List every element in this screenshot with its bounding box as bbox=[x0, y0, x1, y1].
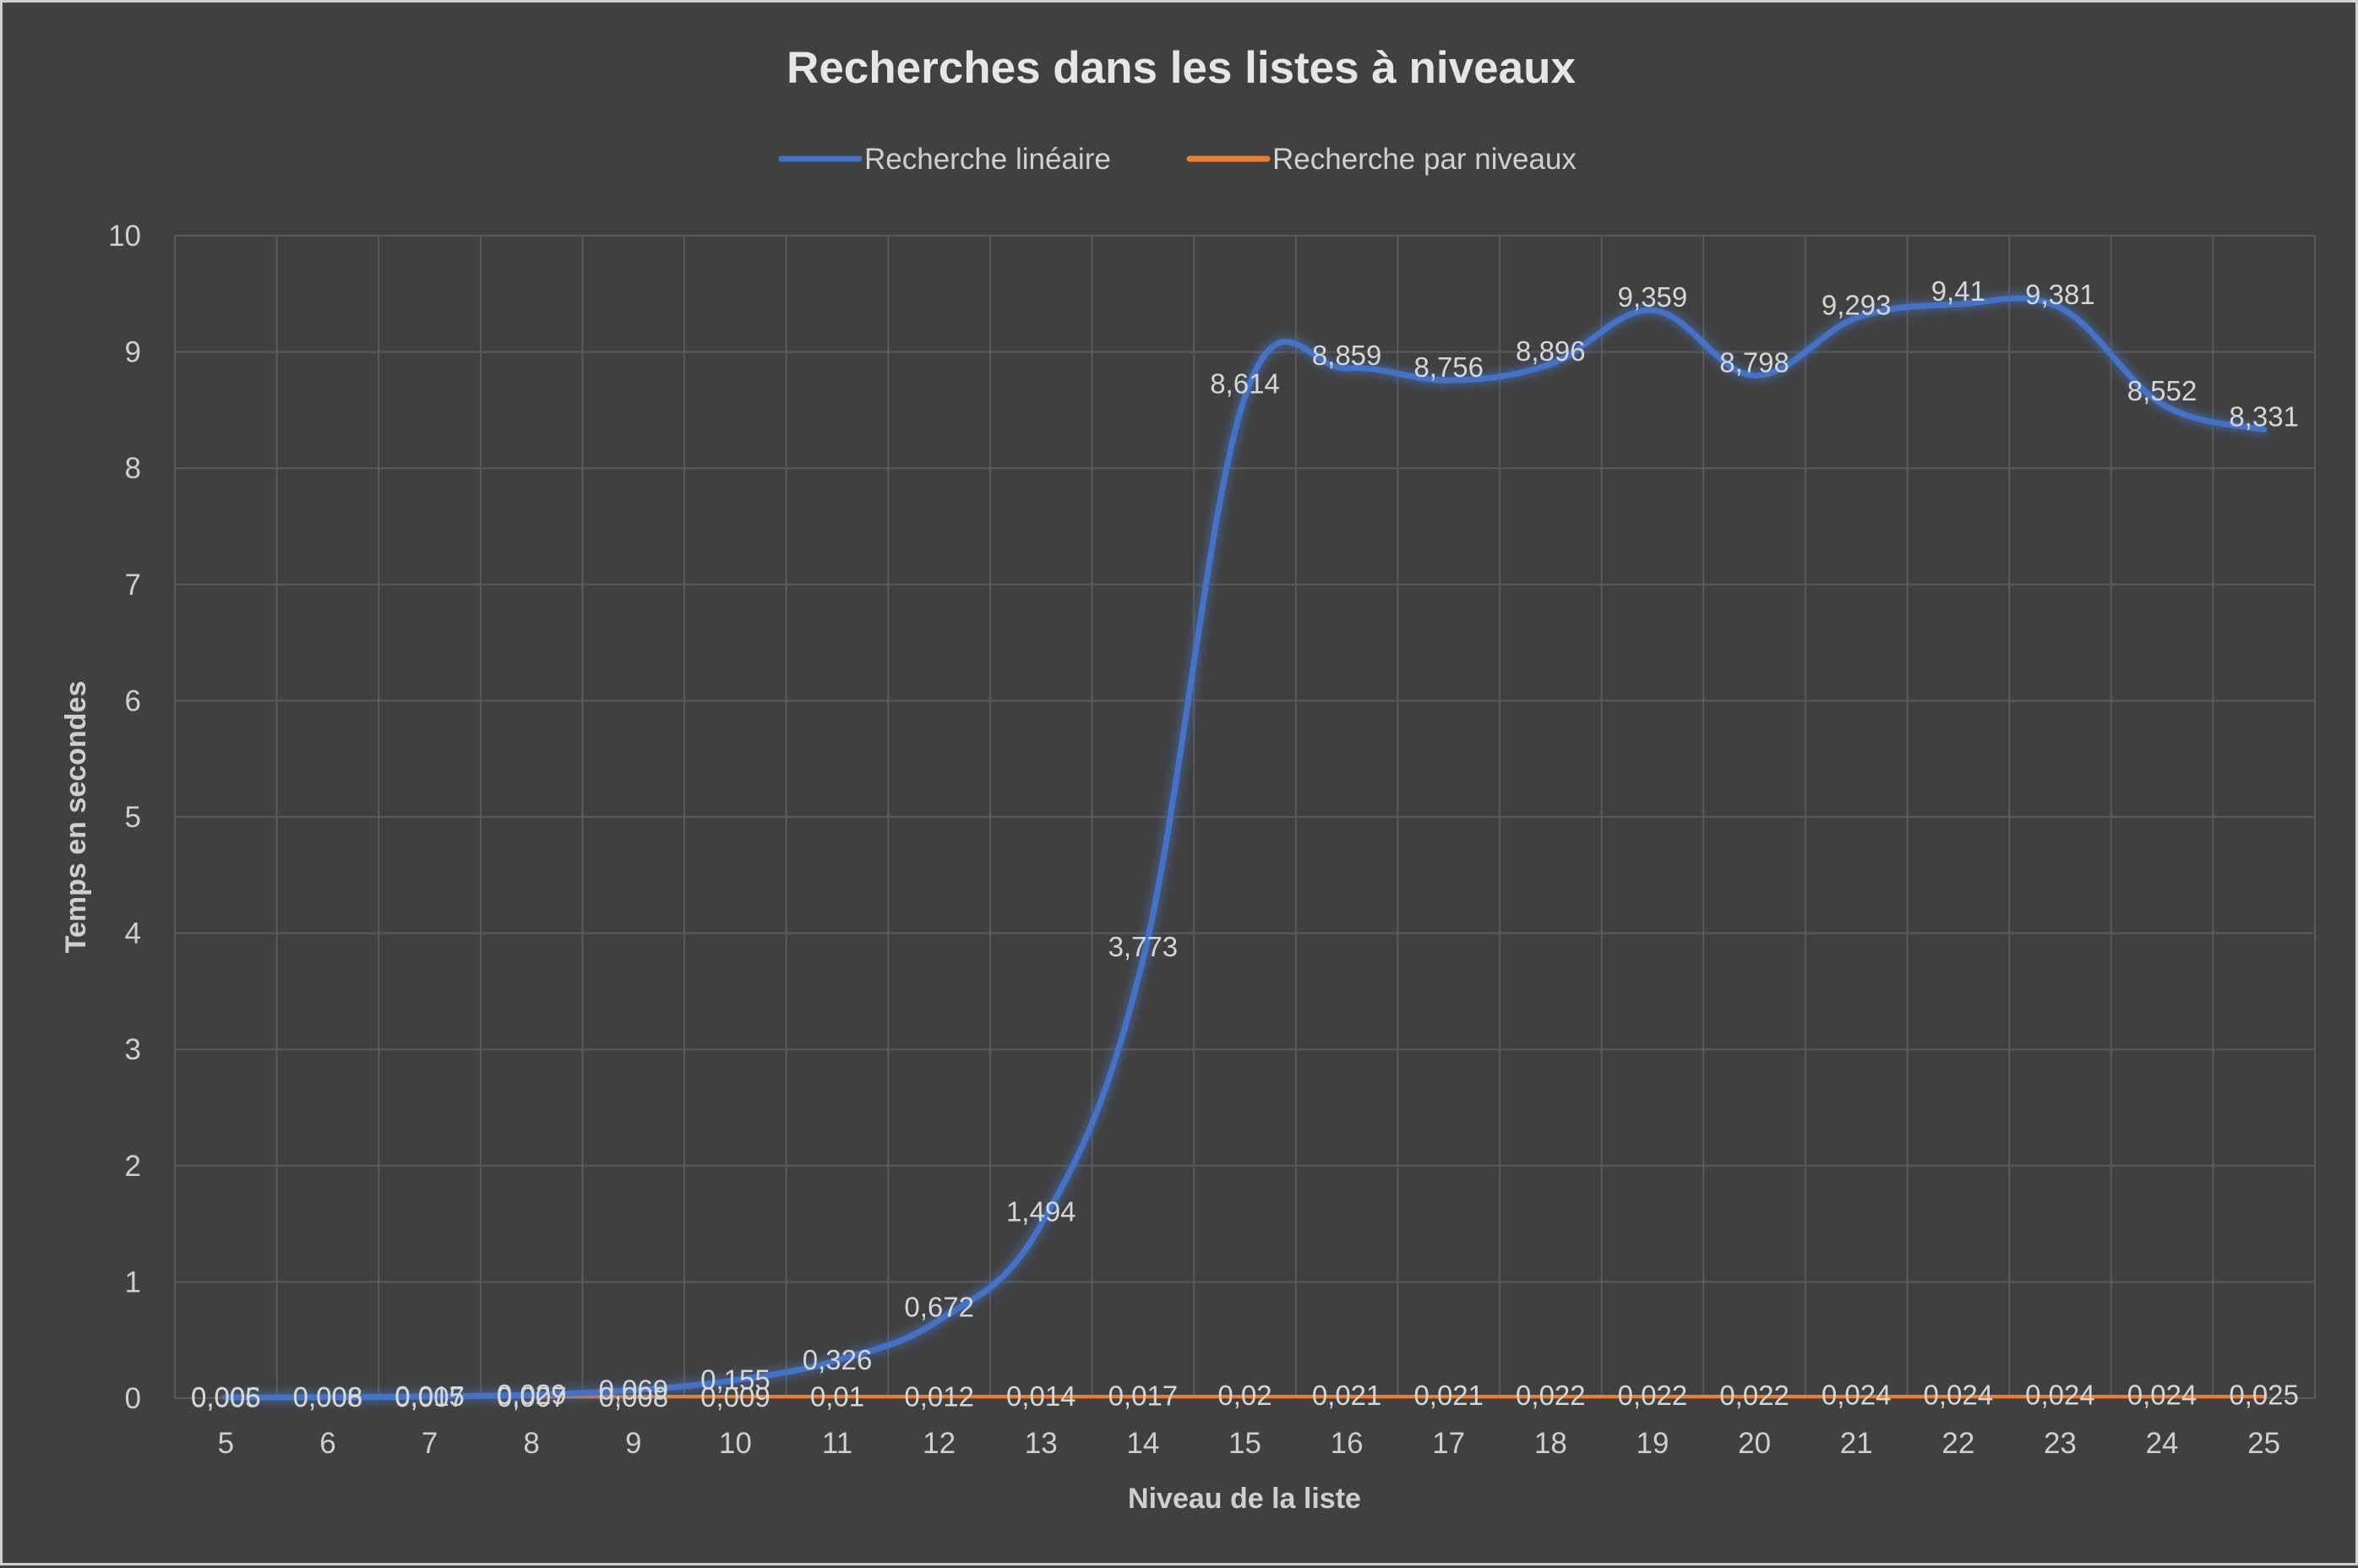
x-axis-title: Niveau de la liste bbox=[1128, 1483, 1361, 1515]
series-line-2 bbox=[222, 1392, 2268, 1401]
data-label-series-2: 0,025 bbox=[2229, 1380, 2299, 1411]
y-tick-label: 1 bbox=[125, 1266, 141, 1298]
data-label-series-2: 0,022 bbox=[1516, 1380, 1586, 1411]
legend-label-series-1: Recherche linéaire bbox=[864, 143, 1111, 176]
x-tick-label: 9 bbox=[625, 1427, 641, 1460]
x-tick-label: 12 bbox=[923, 1427, 956, 1460]
x-tick-label: 18 bbox=[1534, 1427, 1567, 1460]
data-label-series-1: 8,896 bbox=[1516, 335, 1586, 367]
legend-label-series-2: Recherche par niveaux bbox=[1272, 143, 1577, 176]
data-label-series-1: 1,494 bbox=[1006, 1195, 1076, 1227]
data-label-series-1: 0,672 bbox=[904, 1292, 974, 1323]
data-label-series-1: 0,008 bbox=[293, 1381, 363, 1413]
data-label-series-2: 0,007 bbox=[497, 1381, 567, 1413]
data-label-series-2: 0,024 bbox=[2025, 1380, 2095, 1411]
data-label-series-1: 8,859 bbox=[1312, 340, 1382, 371]
x-tick-label: 8 bbox=[523, 1427, 539, 1460]
x-tick-label: 25 bbox=[2247, 1427, 2280, 1460]
x-tick-label: 6 bbox=[319, 1427, 335, 1460]
data-label-series-1: 0,155 bbox=[700, 1364, 771, 1396]
data-label-series-2: 0,008 bbox=[598, 1381, 668, 1413]
y-tick-label: 8 bbox=[125, 452, 141, 485]
x-tick-label: 24 bbox=[2146, 1427, 2179, 1460]
y-tick-label: 0 bbox=[125, 1382, 141, 1415]
series-lines bbox=[222, 295, 2268, 1401]
data-label-series-1: 0,029 bbox=[497, 1379, 567, 1410]
x-tick-label: 14 bbox=[1126, 1427, 1159, 1460]
gridlines bbox=[174, 235, 2316, 1399]
x-tick-label: 22 bbox=[1941, 1427, 1974, 1460]
data-label-series-1: 9,381 bbox=[2025, 279, 2095, 310]
y-axis: 0 1 2 3 4 5 6 7 8 9 10 bbox=[108, 220, 141, 1415]
data-label-series-1: 8,756 bbox=[1413, 351, 1484, 383]
x-tick-label: 16 bbox=[1331, 1427, 1364, 1460]
data-label-series-1: 9,293 bbox=[1822, 289, 1892, 320]
data-label-series-1: 8,614 bbox=[1210, 368, 1280, 400]
data-label-series-2: 0,007 bbox=[395, 1381, 465, 1413]
data-label-series-2: 0,006 bbox=[293, 1381, 363, 1413]
data-label-series-1: 0,069 bbox=[598, 1375, 668, 1406]
data-label-series-1: 9,41 bbox=[1931, 275, 1985, 307]
data-label-series-2: 0,01 bbox=[810, 1381, 864, 1413]
x-tick-label: 19 bbox=[1636, 1427, 1669, 1460]
data-label-series-2: 0,022 bbox=[1618, 1380, 1688, 1411]
data-label-series-2: 0,024 bbox=[1822, 1380, 1892, 1411]
y-tick-label: 2 bbox=[125, 1150, 141, 1183]
data-label-series-2: 0,012 bbox=[904, 1380, 974, 1412]
data-label-series-1: 0,326 bbox=[803, 1344, 873, 1375]
series-line-1 bbox=[222, 295, 2268, 1401]
line-chart: Recherches dans les listes à niveaux Rec… bbox=[60, 43, 2316, 1515]
data-label-series-2: 0,02 bbox=[1217, 1380, 1272, 1411]
y-tick-label: 9 bbox=[125, 336, 141, 369]
data-label-series-1: 3,773 bbox=[1108, 931, 1179, 962]
legend: Recherche linéaire Recherche par niveaux bbox=[778, 143, 1577, 176]
x-tick-label: 21 bbox=[1840, 1427, 1873, 1460]
data-label-series-2: 0,021 bbox=[1413, 1380, 1484, 1411]
data-label-series-1: 0,006 bbox=[191, 1381, 261, 1413]
data-label-series-2: 0,024 bbox=[1924, 1380, 1994, 1411]
data-label-series-2: 0,009 bbox=[700, 1381, 771, 1413]
y-tick-label: 3 bbox=[125, 1033, 141, 1066]
x-tick-label: 20 bbox=[1738, 1427, 1771, 1460]
data-label-series-2: 0,005 bbox=[191, 1381, 261, 1413]
data-label-series-2: 0,014 bbox=[1006, 1380, 1076, 1412]
x-tick-label: 17 bbox=[1432, 1427, 1465, 1460]
data-labels: 0,006 0,008 0,015 0,029 0,069 0,1550,3260,672… bbox=[191, 275, 2299, 1413]
data-label-series-2: 0,017 bbox=[1108, 1380, 1179, 1412]
data-label-series-1: 0,015 bbox=[395, 1380, 465, 1412]
x-tick-label: 10 bbox=[719, 1427, 752, 1460]
y-tick-label: 4 bbox=[125, 917, 141, 950]
x-tick-label: 13 bbox=[1025, 1427, 1058, 1460]
y-axis-title: Temps en secondes bbox=[60, 681, 92, 954]
x-tick-label: 7 bbox=[422, 1427, 438, 1460]
data-label-series-2: 0,022 bbox=[1719, 1380, 1789, 1411]
x-tick-label: 15 bbox=[1228, 1427, 1261, 1460]
y-tick-label: 7 bbox=[125, 569, 141, 602]
x-axis: 5 6 7 8 9 10 11 12 13 14 15 16 17 18 19 20 21 22 23 24 25 bbox=[218, 1427, 2281, 1460]
data-label-series-1: 8,331 bbox=[2229, 401, 2299, 433]
data-label-series-2: 0,024 bbox=[2127, 1380, 2197, 1411]
data-label-series-2: 0,021 bbox=[1312, 1380, 1382, 1411]
chart-title: Recherches dans les listes à niveaux bbox=[787, 43, 1576, 93]
y-tick-label: 10 bbox=[108, 220, 141, 253]
x-tick-label: 11 bbox=[822, 1427, 852, 1460]
x-tick-label: 23 bbox=[2044, 1427, 2077, 1460]
y-tick-label: 6 bbox=[125, 684, 141, 717]
data-label-series-1: 8,552 bbox=[2127, 375, 2197, 406]
data-label-series-1: 9,359 bbox=[1618, 281, 1688, 313]
data-label-series-1: 8,798 bbox=[1719, 346, 1789, 378]
y-tick-label: 5 bbox=[125, 801, 141, 834]
x-tick-label: 5 bbox=[218, 1427, 234, 1460]
